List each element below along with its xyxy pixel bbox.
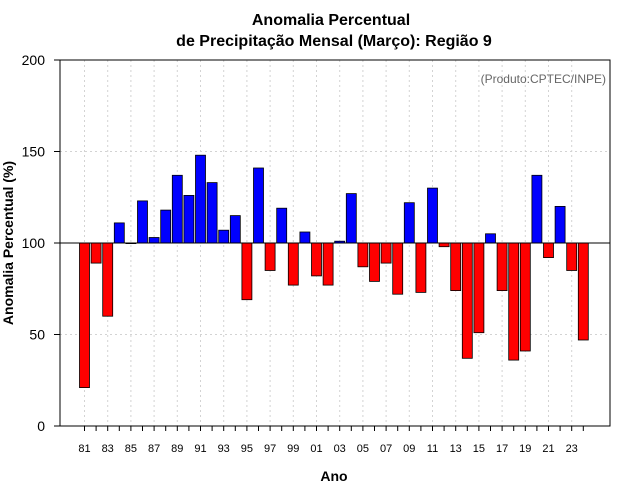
y-tick-label: 0 <box>37 418 45 434</box>
bar-1981 <box>79 242 90 389</box>
x-tick-label: 83 <box>102 443 114 455</box>
x-tick-label: 17 <box>496 443 508 455</box>
bar-2006 <box>369 242 380 282</box>
bar-1991 <box>195 154 206 244</box>
bar-2023 <box>566 242 578 271</box>
bar-2018 <box>508 242 520 361</box>
bar-1982 <box>90 242 102 264</box>
x-tick-label: 93 <box>218 443 230 455</box>
chart-title-line2: de Precipitação Mensal (Março): Região 9 <box>176 33 492 50</box>
bar-2022 <box>554 205 566 244</box>
bar-1995 <box>241 242 253 301</box>
bar-1998 <box>276 207 288 244</box>
bar-2014 <box>461 242 473 359</box>
bar-2001 <box>311 242 322 277</box>
x-axis-title: Ano <box>320 468 347 484</box>
bar-2016 <box>485 233 496 244</box>
bar-2008 <box>392 242 404 295</box>
x-tick-label: 99 <box>287 443 299 455</box>
bar-1992 <box>206 182 218 244</box>
y-tick-label: 200 <box>22 52 46 68</box>
grid-lines <box>60 60 610 426</box>
bar-2009 <box>403 202 415 244</box>
y-tick-label: 50 <box>29 327 45 343</box>
x-tick-label: 95 <box>241 443 253 455</box>
x-tick-label: 91 <box>194 443 206 455</box>
bar-1989 <box>171 174 183 244</box>
bar-2015 <box>473 242 485 334</box>
y-axis-title: Anomalia Percentual (%) <box>0 161 16 325</box>
bar-1999 <box>287 242 299 286</box>
bar-1993 <box>218 229 230 244</box>
x-tick-label: 01 <box>310 443 322 455</box>
x-tick-label: 11 <box>427 443 438 455</box>
bar-2002 <box>322 242 334 286</box>
chart-title-line1: Anomalia Percentual <box>252 12 410 29</box>
x-tick-label: 07 <box>380 443 392 455</box>
bar-2021 <box>543 242 554 259</box>
bar-2000 <box>299 231 311 244</box>
x-tick-label: 03 <box>334 443 346 455</box>
bar-2005 <box>357 242 369 268</box>
bar-1984 <box>113 222 125 244</box>
bar-2013 <box>450 242 462 291</box>
x-tick-label: 85 <box>125 443 137 455</box>
x-tick-label: 21 <box>542 443 554 455</box>
bar-1986 <box>137 200 148 244</box>
bar-1987 <box>148 237 160 244</box>
x-tick-label: 87 <box>148 443 160 455</box>
x-tick-label: 09 <box>403 443 415 455</box>
bar-2010 <box>415 242 427 293</box>
bar-1988 <box>160 209 172 244</box>
bar-2020 <box>531 174 543 244</box>
bar-2007 <box>380 242 392 264</box>
bar-2004 <box>345 193 357 244</box>
y-tick-label: 150 <box>22 144 46 160</box>
x-axis: 81 83 85 87 89 91 93 95 97 99 01 03 05 07 09 11 13 15 17 19… <box>78 426 584 455</box>
bar-1996 <box>253 167 264 244</box>
bar-2024 <box>577 242 589 341</box>
x-tick-label: 13 <box>450 443 462 455</box>
bar-1994 <box>229 215 241 244</box>
x-tick-label: 15 <box>473 443 485 455</box>
bar-1983 <box>102 242 114 317</box>
bar-2019 <box>519 242 531 352</box>
x-tick-label: 23 <box>566 443 578 455</box>
bar-2012 <box>438 242 450 248</box>
y-axis: 0 50 100 150 200 <box>22 52 60 434</box>
source-label: (Produto:CPTEC/INPE) <box>481 72 606 86</box>
bars <box>79 154 589 389</box>
bar-2011 <box>427 187 438 244</box>
bar-2017 <box>496 242 508 291</box>
y-tick-label: 100 <box>22 235 46 251</box>
bar-1997 <box>264 242 276 271</box>
x-tick-label: 97 <box>264 443 276 455</box>
x-tick-label: 05 <box>357 443 369 455</box>
x-tick-label: 19 <box>519 443 531 455</box>
x-tick-label: 81 <box>78 443 90 455</box>
bar-1990 <box>183 194 195 244</box>
x-tick-label: 89 <box>171 443 183 455</box>
